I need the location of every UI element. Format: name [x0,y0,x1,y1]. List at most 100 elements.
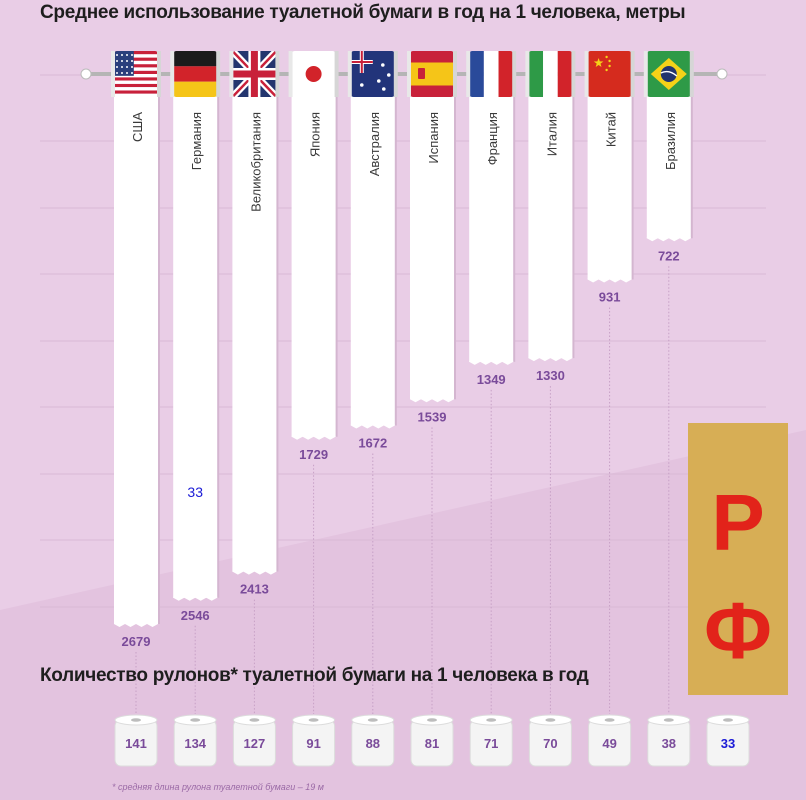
rod-end-right [716,68,728,80]
roll-edge [525,51,530,97]
bar-value-label: 2546 [181,608,210,623]
roll-count-label: 141 [125,736,147,751]
bar-tear-edge [114,623,158,627]
roll-icon [351,714,395,767]
italy-flag [528,51,573,97]
roll-edge [334,51,339,97]
roll-core [367,718,378,722]
inserted-value-label: 33 [187,484,203,500]
roll-core [308,718,319,722]
bar-category-label: Франция [485,112,500,165]
roll-edge [347,51,352,97]
roll-icon [232,714,276,767]
roll-core [723,718,733,722]
roll-icon [410,714,454,767]
roll-edge [216,51,221,97]
rod-end-left [80,68,92,80]
roll-core [249,718,260,722]
roll-count-label: 71 [484,736,498,751]
roll-icon [469,714,513,767]
roll-icon [588,714,632,767]
roll-count-label: 38 [662,736,676,751]
roll-edge [288,51,293,97]
bar-category-label: Великобритания [248,112,263,212]
roll-edge [643,51,648,97]
paper-bar [350,96,395,426]
roll-edge [275,51,280,97]
roll-edge [229,51,234,97]
usa-flag [114,51,158,97]
roll-icon [706,714,750,767]
roll-edge [630,51,635,97]
bar-value-label: 2679 [122,634,151,649]
bar-value-label: 1729 [299,447,328,462]
bar-tear-edge [232,570,277,575]
roll-core [190,718,201,722]
roll-count-label: 134 [184,736,206,751]
roll-count-label: 81 [425,736,439,751]
roll-edge [157,51,161,97]
paper-bar [469,96,514,362]
japan-flag [291,51,336,97]
roll-edge [689,51,694,97]
rolls-subtitle: Количество рулонов* туалетной бумаги на … [40,665,589,686]
rf-badge: Р Ф [688,423,788,695]
roll-edge [512,51,517,97]
bar-value-label: 1330 [536,368,565,383]
roll-edge [571,51,576,97]
roll-edge [466,51,471,97]
bar-category-label: Италия [544,112,559,156]
paper-bar [410,96,454,400]
bar-category-label: Бразилия [663,112,678,170]
bar-tear-edge [350,424,395,429]
roll-edge [111,51,115,97]
bar-tear-edge [646,237,691,242]
rf-letter-f: Ф [703,586,773,675]
paper-bar [587,96,632,280]
roll-count-label: 49 [602,736,616,751]
roll-icon [114,714,158,767]
paper-bar [291,96,336,437]
bar-category-label: Германия [189,112,204,170]
paper-bar [114,96,158,624]
australia-flag [350,51,395,97]
germany-flag [173,51,218,97]
roll-icon [292,714,336,767]
bar-tear-edge [469,360,514,365]
bar-tear-edge [587,278,632,283]
roll-count-label-rf: 33 [721,736,735,751]
france-flag [469,51,514,97]
bar-value-label: 722 [658,248,680,263]
bar-tear-edge [410,398,454,403]
bar-value-label: 1539 [418,409,447,424]
roll-core [545,718,556,722]
roll-core [486,718,497,722]
roll-count-label: 127 [244,736,266,751]
roll-count-label: 91 [306,736,320,751]
roll-edge [584,51,589,97]
roll-icon [528,714,572,767]
roll-edge [407,51,411,97]
china-flag [587,51,632,97]
bar-tear-edge [291,435,336,440]
bar-tear-edge [528,357,573,362]
bar-value-label: 931 [599,289,621,304]
roll-core [604,718,615,722]
roll-icon [173,714,217,767]
paper-bar [646,96,691,239]
bar-category-label: Китай [604,112,619,147]
paper-bar [232,96,277,572]
roll-count-label: 70 [543,736,557,751]
bar-category-label: США [130,112,145,142]
bar-category-label: Япония [308,112,323,157]
bar-category-label: Австралия [367,112,382,176]
footnote: * средняя длина рулона туалетной бумаги … [112,782,324,792]
rf-letter-r: Р [711,478,765,567]
bar-value-label: 1349 [477,372,506,387]
spain-flag [410,51,454,97]
chart-title: Среднее использование туалетной бумаги в… [40,2,686,23]
roll-edge [453,51,457,97]
roll-core [131,718,141,722]
bar-category-label: Испания [426,112,441,164]
